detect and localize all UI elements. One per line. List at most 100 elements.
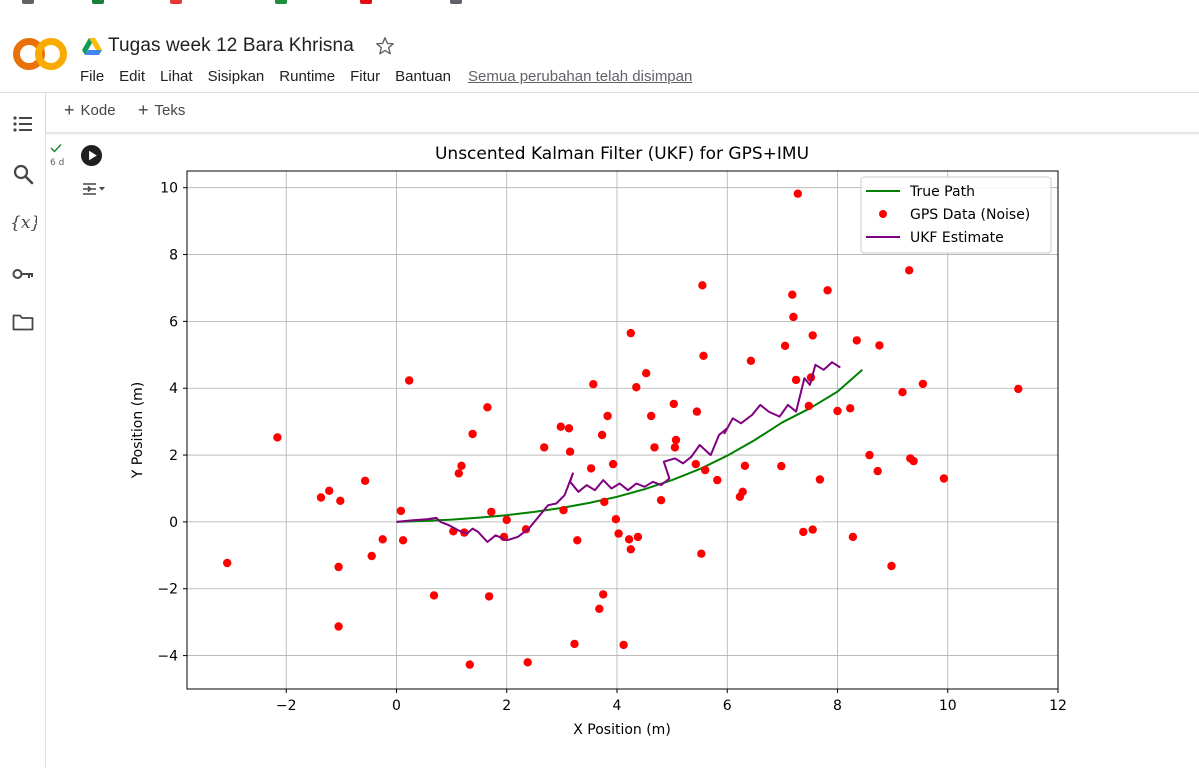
run-cell-button[interactable] [80, 144, 103, 167]
bookmark-folder-icon[interactable] [450, 0, 462, 4]
gps-point [632, 383, 641, 392]
x-tick-label: 6 [723, 698, 732, 714]
menu-edit[interactable]: Edit [119, 67, 146, 85]
gps-point [334, 562, 343, 572]
gps-point [815, 475, 825, 484]
gps-point [614, 529, 623, 538]
plus-icon: + [138, 100, 149, 120]
gps-point [905, 266, 914, 275]
add-text-label: Teks [154, 102, 186, 119]
y-tick-label: 2 [169, 448, 178, 464]
colab-logo[interactable]: CO [12, 32, 68, 76]
star-icon[interactable] [374, 35, 396, 57]
x-tick-label: 12 [1049, 698, 1067, 714]
folder-icon[interactable] [11, 310, 35, 334]
plot-frame [186, 170, 1059, 690]
gps-point [887, 561, 896, 571]
gps-point [791, 375, 801, 385]
gps-point [429, 591, 439, 600]
y-tick-label: 4 [169, 381, 178, 397]
gps-point [788, 290, 797, 299]
apps-icon[interactable] [22, 0, 34, 4]
gps-point [808, 525, 817, 534]
gps-point [746, 356, 756, 365]
doc-title[interactable]: Tugas week 12 Bara Khrisna [108, 35, 354, 56]
gps-point [738, 487, 747, 496]
menu-view[interactable]: Lihat [160, 67, 193, 85]
gps-point [559, 506, 568, 515]
gps-point [698, 281, 707, 290]
key-icon[interactable] [11, 262, 35, 286]
gps-point [780, 341, 790, 350]
gps-point [454, 469, 463, 478]
x-tick-label: 10 [939, 698, 957, 714]
x-tick-label: 8 [833, 698, 842, 714]
true-path-line [396, 369, 863, 523]
menu-runtime[interactable]: Runtime [279, 67, 336, 85]
gps-point [626, 545, 635, 554]
legend-ukf: UKF Estimate [910, 230, 1004, 246]
x-tick-label: −2 [276, 698, 297, 714]
cell-run-status: 6 d [48, 143, 70, 169]
gps-point [1014, 384, 1023, 394]
gps-point [626, 328, 635, 338]
x-tick-label: 4 [613, 698, 622, 714]
gps-point [468, 429, 477, 439]
elapsed-time: 6 d [50, 158, 65, 168]
gps-point [586, 464, 596, 473]
y-tick-label: 10 [160, 181, 178, 197]
notebook-toolbar: + Kode + Teks [46, 92, 1199, 133]
legend-true-path: True Path [909, 184, 975, 200]
youtube-icon[interactable] [170, 0, 182, 4]
add-code-label: Kode [80, 102, 116, 119]
gps-point [465, 660, 474, 669]
gps-point [396, 506, 406, 516]
gps-point [540, 443, 549, 452]
gps-point [873, 466, 882, 476]
toc-icon[interactable] [11, 112, 35, 136]
header-divider [0, 92, 1199, 93]
gps-point [325, 486, 334, 495]
gps-point [367, 551, 376, 561]
gps-point [487, 507, 496, 517]
gps-point [600, 497, 609, 507]
variables-icon[interactable]: {x} [9, 210, 37, 234]
gps-point [848, 532, 858, 542]
chart-series [223, 189, 1023, 669]
gps-point [556, 422, 565, 431]
gps-point [650, 443, 659, 452]
save-status-link[interactable]: Semua perubahan telah disimpan [468, 67, 693, 85]
add-text-button[interactable]: + Teks [138, 100, 186, 120]
menu-tools[interactable]: Fitur [350, 67, 381, 85]
gps-point [865, 450, 874, 460]
netflix-icon[interactable] [360, 0, 372, 4]
gps-point [378, 535, 387, 544]
gps-point [833, 406, 842, 416]
chevron-down-icon [99, 187, 105, 191]
maps-icon[interactable] [275, 0, 287, 4]
y-axis-label: Y Position (m) [130, 382, 146, 480]
menu-file[interactable]: File [80, 67, 105, 85]
drive-icon[interactable] [82, 37, 102, 55]
gps-point [875, 341, 884, 350]
gps-point [846, 404, 855, 413]
gps-point [669, 399, 678, 409]
gps-point [647, 411, 656, 421]
gps-point [336, 496, 345, 505]
y-tick-label: −4 [157, 649, 178, 665]
y-tick-label: 6 [169, 314, 178, 330]
gps-point [564, 424, 574, 433]
gps-point [573, 536, 582, 545]
gps-point [570, 639, 579, 649]
add-code-button[interactable]: + Kode [64, 101, 116, 119]
variables-label: {x} [10, 213, 37, 233]
gps-point [360, 476, 370, 485]
output-actions-button[interactable] [80, 179, 106, 199]
menu-insert[interactable]: Sisipkan [207, 67, 265, 85]
x-axis-label: X Position (m) [573, 722, 671, 738]
gps-point [918, 379, 928, 389]
bookmark-icon[interactable] [92, 0, 104, 4]
gps-point [671, 435, 681, 445]
menu-help[interactable]: Bantuan [395, 67, 452, 85]
search-icon[interactable] [11, 162, 35, 186]
